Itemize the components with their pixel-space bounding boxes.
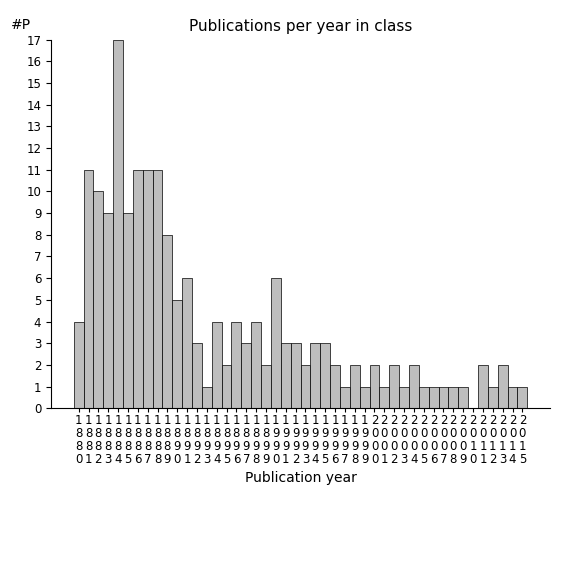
Bar	[123, 213, 133, 408]
Bar	[409, 365, 419, 408]
Bar	[488, 387, 498, 408]
Bar	[94, 192, 103, 408]
Bar	[438, 387, 448, 408]
Bar	[192, 343, 202, 408]
Bar	[211, 321, 222, 408]
Bar	[507, 387, 518, 408]
Bar	[359, 387, 370, 408]
Bar	[163, 235, 172, 408]
Bar	[379, 387, 390, 408]
Bar	[448, 387, 458, 408]
Bar	[182, 278, 192, 408]
Bar	[251, 321, 261, 408]
Bar	[320, 343, 330, 408]
Bar	[143, 170, 153, 408]
Bar	[478, 365, 488, 408]
X-axis label: Publication year: Publication year	[244, 471, 357, 485]
Bar	[340, 387, 350, 408]
Bar	[518, 387, 527, 408]
Bar	[429, 387, 438, 408]
Bar	[222, 365, 231, 408]
Bar	[133, 170, 143, 408]
Bar	[113, 40, 123, 408]
Bar	[83, 170, 94, 408]
Bar	[242, 343, 251, 408]
Bar	[419, 387, 429, 408]
Bar	[399, 387, 409, 408]
Bar	[291, 343, 301, 408]
Bar	[202, 387, 211, 408]
Y-axis label: #P: #P	[11, 18, 31, 32]
Bar	[153, 170, 163, 408]
Bar	[74, 321, 83, 408]
Title: Publications per year in class: Publications per year in class	[189, 19, 412, 35]
Bar	[103, 213, 113, 408]
Bar	[231, 321, 242, 408]
Bar	[310, 343, 320, 408]
Bar	[390, 365, 399, 408]
Bar	[271, 278, 281, 408]
Bar	[261, 365, 271, 408]
Bar	[498, 365, 507, 408]
Bar	[301, 365, 310, 408]
Bar	[172, 300, 182, 408]
Bar	[458, 387, 468, 408]
Bar	[281, 343, 291, 408]
Bar	[370, 365, 379, 408]
Bar	[330, 365, 340, 408]
Bar	[350, 365, 359, 408]
